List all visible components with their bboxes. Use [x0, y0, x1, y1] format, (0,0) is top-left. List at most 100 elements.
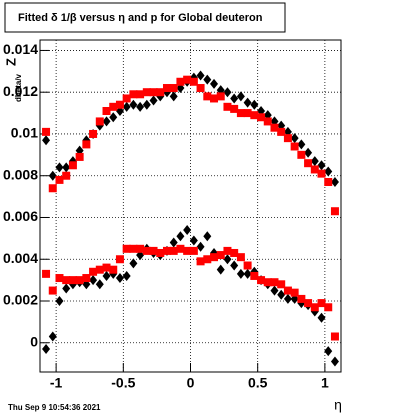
data-point [62, 283, 71, 294]
title-box [4, 2, 286, 33]
data-point [149, 95, 158, 106]
data-point [48, 331, 57, 342]
y-tick-label: 0.006 [3, 208, 38, 224]
data-point [62, 276, 71, 285]
data-point [55, 296, 64, 307]
data-point [55, 162, 64, 173]
data-point [149, 246, 158, 255]
chart-title: Fitted δ 1/β versus η and p for Global d… [18, 12, 263, 24]
data-point [183, 225, 192, 236]
data-point [142, 88, 151, 97]
data-point [277, 289, 286, 300]
data-point [330, 207, 339, 216]
data-point [223, 254, 232, 265]
data-point [122, 94, 131, 103]
data-point [68, 276, 77, 285]
data-point [277, 280, 286, 289]
data-point [156, 88, 165, 97]
data-point [330, 332, 339, 341]
data-point [223, 87, 232, 98]
data-point [95, 117, 104, 126]
data-point [68, 161, 77, 170]
data-point [203, 255, 212, 264]
data-point [317, 299, 326, 308]
data-point [102, 116, 111, 127]
data-point [115, 273, 124, 284]
data-point [196, 84, 205, 93]
data-point [263, 117, 272, 126]
data-point [290, 133, 299, 144]
data-point [304, 159, 313, 168]
data-point [283, 286, 292, 295]
data-point [324, 303, 333, 312]
data-point [183, 246, 192, 255]
data-point [102, 270, 111, 281]
data-point [223, 246, 232, 255]
data-point [196, 257, 205, 266]
data-point [304, 299, 313, 308]
data-point [129, 244, 138, 253]
data-point [122, 244, 131, 253]
data-point [109, 265, 118, 274]
data-point [236, 253, 245, 262]
data-point [203, 231, 212, 242]
data-point [277, 127, 286, 136]
data-point [109, 112, 118, 123]
data-point [48, 170, 57, 181]
data-point [162, 246, 171, 255]
data-point [250, 99, 259, 110]
y-tick-label: 0 [30, 333, 38, 349]
data-point [55, 175, 64, 184]
data-point [122, 270, 131, 281]
data-point [55, 274, 64, 283]
data-point [136, 244, 145, 253]
data-point [250, 111, 259, 120]
data-point [317, 160, 326, 171]
x-axis-label: η [334, 397, 342, 413]
data-point [183, 75, 192, 84]
data-point [62, 171, 71, 180]
data-point [230, 93, 239, 104]
data-point [330, 356, 339, 367]
data-point [210, 247, 219, 258]
data-point [89, 275, 98, 286]
data-point [203, 74, 212, 85]
data-point [82, 140, 91, 149]
data-point [297, 150, 306, 159]
data-point [136, 90, 145, 99]
data-point [250, 271, 259, 280]
data-point [95, 279, 104, 290]
data-point [216, 264, 225, 275]
data-point [82, 274, 91, 283]
x-tick-label: -0.5 [111, 375, 135, 391]
y-tick-label: 0.008 [3, 166, 38, 182]
y-tick-label: 0.01 [11, 125, 38, 141]
data-point [216, 92, 225, 101]
data-point [230, 248, 239, 257]
data-point [102, 106, 111, 115]
data-point [236, 91, 245, 102]
data-point [196, 241, 205, 252]
data-point [189, 235, 198, 246]
y-tick-label: 0.002 [3, 292, 38, 308]
data-point [317, 312, 326, 323]
data-point [230, 260, 239, 271]
x-tick-label: 0.5 [248, 375, 268, 391]
footer-date: Thu Sep 9 10:54:36 2021 [8, 403, 101, 412]
data-point [236, 109, 245, 118]
data-point [169, 91, 178, 102]
data-point [142, 246, 151, 255]
data-point [149, 88, 158, 97]
data-point [230, 104, 239, 113]
data-point [176, 244, 185, 253]
data-point [203, 92, 212, 101]
data-point [243, 97, 252, 108]
data-point [243, 268, 252, 279]
data-point [324, 166, 333, 177]
data-point [169, 237, 178, 248]
data-point [162, 84, 171, 93]
data-point [263, 278, 272, 287]
data-point [324, 177, 333, 186]
data-point [223, 102, 232, 111]
